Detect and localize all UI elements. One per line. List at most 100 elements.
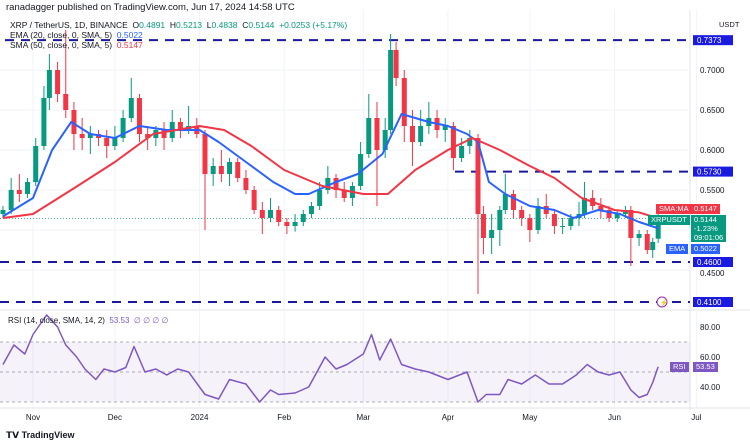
candle-body [317,190,323,206]
candle-body [480,214,486,238]
time-axis-label: Jul [691,413,701,422]
publisher-line: ranadagger published on TradingView.com,… [6,2,295,13]
candle-body [325,178,331,190]
candle [71,102,77,150]
candle-body [177,122,183,130]
candle [519,206,525,226]
candle-body [374,118,380,150]
ema-value: 0.5022 [116,30,143,40]
candle-body [459,146,465,158]
candle [489,214,495,254]
candle [41,86,47,150]
candle-body [251,190,257,210]
candle-body [136,98,142,134]
candle-body [418,126,424,142]
rsi-axis-label: 80.00 [700,323,721,332]
candle [202,130,208,230]
candle [409,110,415,166]
candle [128,78,134,122]
candle-body [358,154,364,186]
candle-body [227,162,233,174]
change-value: +0.0253 (+5.17%) [279,20,348,30]
sma-value: 0.5147 [116,40,143,50]
candle [418,110,424,146]
ema-label: EMA (20, close, 0, SMA, 5) [10,30,113,40]
rsi-axis-label: 60.00 [700,353,721,362]
candle-body [527,218,533,230]
sma-line [2,125,659,220]
candle-body [33,146,39,182]
candle [551,210,557,234]
candle-body [120,118,126,138]
open-value: 0.4891 [139,20,166,30]
candle-body [333,178,339,190]
candle [543,194,549,218]
candle-body [300,214,306,222]
candle-body [104,138,110,146]
candle [366,94,372,158]
price-tag-value: 0.5144 [694,215,717,224]
candle-body [502,194,508,210]
tradingview-footer[interactable]: 𝗧𝗩 TradingView [6,430,74,441]
candle [308,202,314,218]
rsi-tag-value: 53.53 [693,362,718,372]
candle-body [308,206,314,214]
sma-legend[interactable]: SMA (50, close, 0, SMA, 5) 0.5147 [10,40,143,50]
candle [527,214,533,242]
candle [374,102,380,206]
candle-body [650,242,656,250]
footer-brand: TradingView [21,430,75,440]
rsi-legend[interactable]: RSI (14, close, SMA, 14, 2) 53.53 ∅ ∅ ∅ … [8,316,168,325]
ema-legend[interactable]: EMA (20, close, 0, SMA, 5) 0.5022 [10,30,143,40]
candle-body [71,110,77,134]
candle [177,118,183,138]
candle-body [388,50,394,130]
rsi-axis-label: 40.00 [700,383,721,392]
candle-body [41,98,47,146]
candle-body [475,138,481,214]
candle [636,230,642,246]
symbol-legend[interactable]: XRP / TetherUS, 1D, BINANCE O0.4891 H0.5… [10,20,347,30]
candle [650,238,656,258]
candle [475,134,481,294]
candle [79,118,85,150]
candle-body [235,162,241,178]
candle-body [46,70,52,98]
ema-tag-value: 0.5022 [691,244,720,254]
candle-body [218,166,224,174]
candle-body [128,98,134,118]
candle [510,190,516,218]
candle [459,138,465,162]
low-value: 0.4838 [211,20,238,30]
candle-body [87,134,93,138]
candle-body [79,134,85,138]
candle-body [276,210,282,222]
close-value: 0.5144 [248,20,275,30]
candle [644,230,650,254]
time-axis-label: Apr [442,413,455,422]
candle [55,62,61,102]
candle [104,130,110,158]
high-value: 0.5213 [176,20,203,30]
candle [358,142,364,190]
candle [598,198,604,218]
candle [251,186,257,214]
candle [497,206,503,246]
candle [227,158,233,186]
price-tag-change: -1.23% [694,224,718,233]
candle [333,174,339,198]
candle-body [382,130,388,150]
rsi-label: RSI (14, close, SMA, 14, 2) [8,316,105,325]
candle-body [341,190,347,198]
candle [259,202,265,234]
candle [401,70,407,142]
candle-body [292,222,298,226]
close-label: C [242,20,249,30]
candle-body [284,222,290,226]
candle-body [450,126,456,158]
level-tag [693,35,733,46]
candle-body [112,138,118,146]
candle-body [243,178,249,190]
candle-body [393,50,399,78]
